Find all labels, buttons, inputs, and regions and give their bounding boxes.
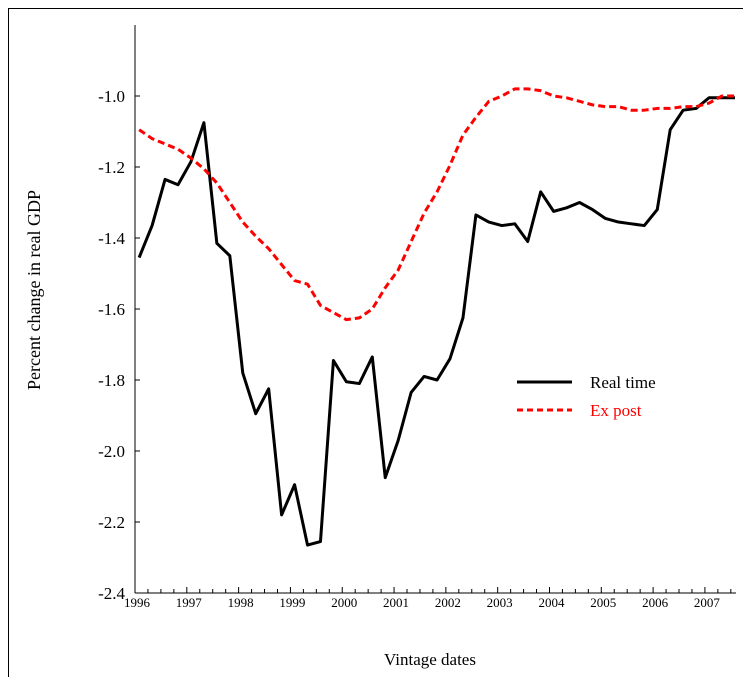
x-tick-label: 2002 — [435, 595, 461, 610]
x-tick-label: 1998 — [228, 595, 254, 610]
x-axis-label: Vintage dates — [384, 650, 476, 669]
y-tick-label: -1.4 — [98, 229, 125, 248]
x-tick-label: 1997 — [176, 595, 203, 610]
x-tick-label: 2007 — [694, 595, 721, 610]
y-axis-label: Percent change in real GDP — [24, 190, 44, 390]
series-line-ex-post — [138, 87, 735, 322]
y-tick-label: -1.2 — [98, 158, 125, 177]
x-tick-label: 2003 — [487, 595, 513, 610]
legend-label-real-time: Real time — [590, 373, 656, 392]
x-tick-label: 2004 — [538, 595, 565, 610]
series-layer — [137, 87, 735, 547]
y-ticks: -2.4 -2.2 -2.0 -1.8 -1.6 -1.4 -1.2 -1.0 — [98, 87, 140, 603]
y-tick-label: -2.2 — [98, 513, 125, 532]
x-tick-label: 2001 — [383, 595, 409, 610]
y-tick-label: -2.0 — [98, 442, 125, 461]
x-tick-label: 2000 — [331, 595, 357, 610]
y-tick-label: -2.4 — [98, 584, 125, 603]
y-tick-label: -1.6 — [98, 300, 125, 319]
chart-frame — [8, 8, 743, 677]
x-tick-label: 1996 — [124, 595, 151, 610]
x-tick-label: 2006 — [642, 595, 669, 610]
x-tick-label: 1999 — [279, 595, 305, 610]
legend-label-ex-post: Ex post — [590, 401, 642, 420]
y-tick-label: -1.0 — [98, 87, 125, 106]
series-line-real-time — [137, 96, 735, 547]
x-ticks: 1996 1997 1998 1999 2000 2001 2002 2003 2004 2005… — [124, 587, 732, 610]
x-tick-label: 2005 — [590, 595, 616, 610]
y-tick-label: -1.8 — [98, 371, 125, 390]
legend: Real time Ex post — [517, 373, 656, 420]
